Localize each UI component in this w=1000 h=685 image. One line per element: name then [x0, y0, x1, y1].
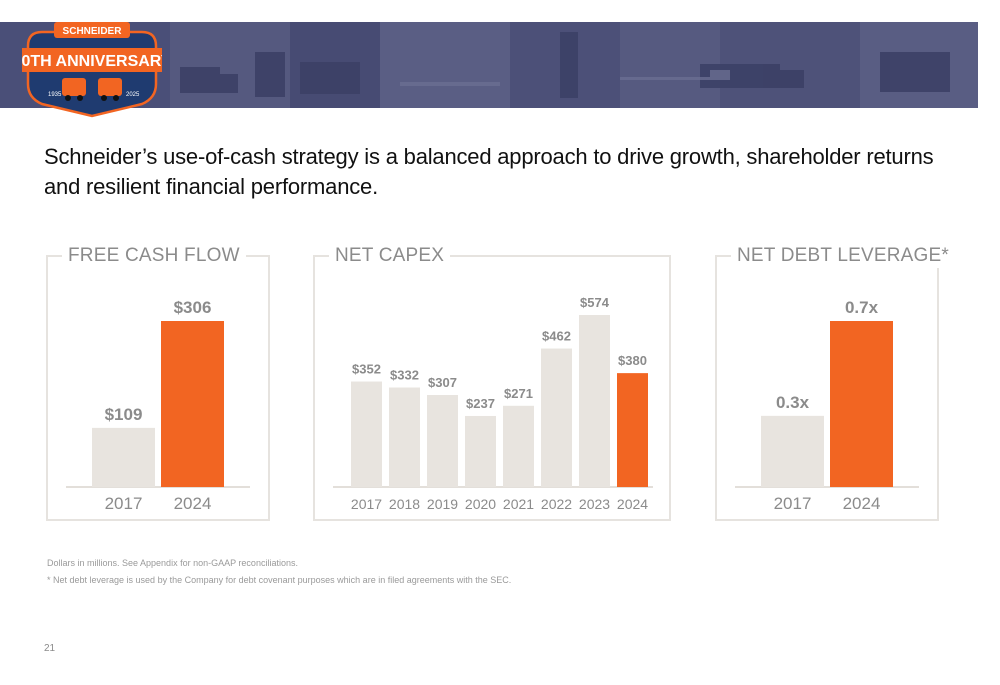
data-label-2024: $380	[618, 353, 647, 368]
tick-label-2023: 2023	[579, 496, 610, 512]
tick-label-2021: 2021	[503, 496, 534, 512]
data-label-2020: $237	[466, 396, 495, 411]
logo-year-start: 1935	[48, 92, 62, 98]
logo-brand-text: SCHNEIDER	[63, 26, 123, 37]
tick-label-2024: 2024	[174, 494, 212, 513]
tick-label-2017: 2017	[351, 496, 382, 512]
data-label-2017: 0.3x	[776, 393, 810, 412]
footnote-net-debt: * Net debt leverage is used by the Compa…	[47, 575, 512, 585]
header-banner	[0, 22, 978, 108]
bar-2024	[617, 373, 648, 487]
tick-label-2018: 2018	[389, 496, 420, 512]
net-debt-leverage-title: NET DEBT LEVERAGE*	[731, 244, 955, 268]
logo-anniversary-text: 90TH ANNIVERSARY	[22, 53, 162, 70]
net-capex-title: NET CAPEX	[329, 244, 451, 268]
footnote-dollars: Dollars in millions. See Appendix for no…	[47, 558, 298, 568]
tick-label-2019: 2019	[427, 496, 458, 512]
bar-2017	[761, 415, 824, 487]
net-capex-panel: NET CAPEX $352 2017 $332 2018 $307 2019 $237 20…	[313, 244, 671, 521]
tick-label-2024: 2024	[617, 496, 648, 512]
bar-2020	[465, 415, 496, 487]
bar-2023	[579, 315, 610, 487]
bar-2024	[161, 321, 224, 487]
bar-2019	[427, 395, 458, 487]
data-label-2024: $306	[174, 298, 212, 317]
free-cash-flow-chart: $109 2017 $306 2024	[66, 298, 250, 513]
free-cash-flow-panel: FREE CASH FLOW $109 2017 $306 2024	[46, 244, 270, 521]
banner-photo-collage	[0, 22, 978, 108]
bar-2018	[389, 387, 420, 487]
net-capex-chart: $352 2017 $332 2018 $307 2019 $237 2020 $271 2021…	[333, 295, 653, 512]
bar-2022	[541, 348, 572, 487]
bar-2024	[830, 321, 893, 487]
bar-2017	[351, 381, 382, 487]
data-label-2019: $307	[428, 375, 457, 390]
data-label-2017: $109	[105, 405, 143, 424]
tick-label-2017: 2017	[105, 494, 143, 513]
data-label-2022: $462	[542, 329, 571, 344]
bar-2017	[92, 427, 155, 487]
net-debt-leverage-panel: NET DEBT LEVERAGE* 0.3x 2017 0.7x 2024	[715, 244, 955, 521]
free-cash-flow-title: FREE CASH FLOW	[62, 244, 246, 268]
data-label-2021: $271	[504, 386, 533, 401]
net-debt-leverage-chart: 0.3x 2017 0.7x 2024	[735, 298, 919, 513]
logo-trucks-icon	[62, 78, 122, 101]
data-label-2024: 0.7x	[845, 298, 879, 317]
tick-label-2024: 2024	[843, 494, 881, 513]
tick-label-2017: 2017	[774, 494, 812, 513]
anniversary-logo: SCHNEIDER 90TH ANNIVERSARY 1935 2025	[22, 22, 162, 118]
bar-2021	[503, 405, 534, 487]
data-label-2018: $332	[390, 368, 419, 383]
page-number: 21	[44, 643, 56, 654]
data-label-2023: $574	[580, 295, 610, 310]
data-label-2017: $352	[352, 362, 381, 377]
page-title: Schneider’s use-of-cash strategy is a ba…	[44, 144, 934, 199]
logo-year-end: 2025	[126, 92, 140, 98]
tick-label-2022: 2022	[541, 496, 572, 512]
tick-label-2020: 2020	[465, 496, 496, 512]
